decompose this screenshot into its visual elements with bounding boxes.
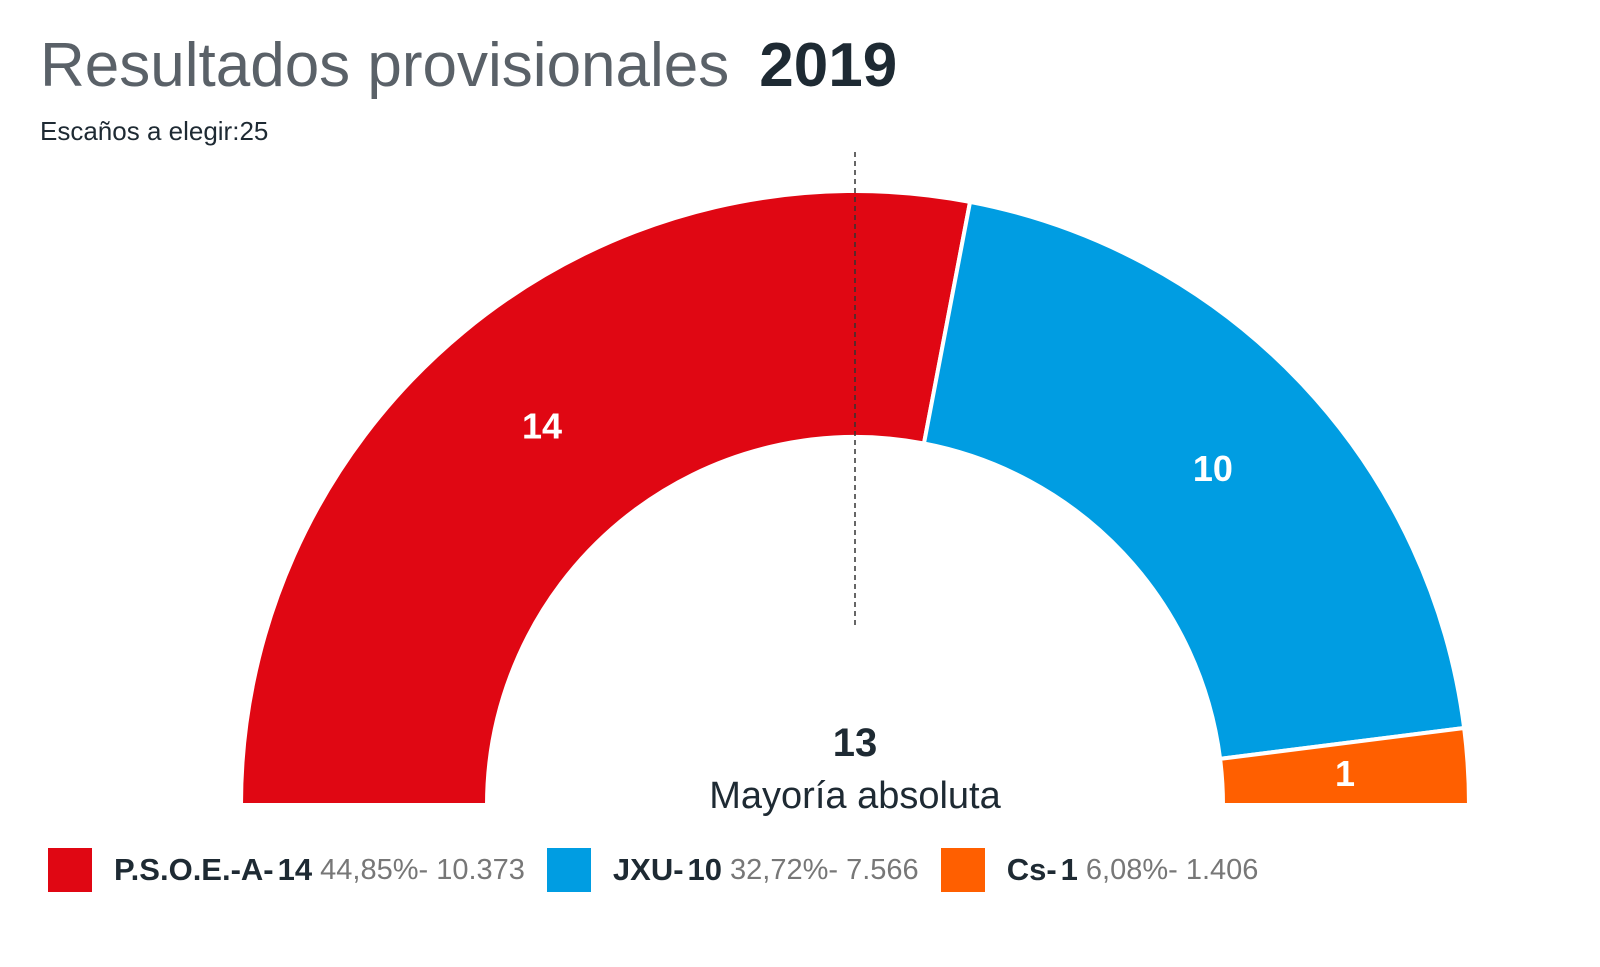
- legend-name: Cs-: [1006, 852, 1057, 887]
- legend-item: P.S.O.E.-A- 14 44,85%- 10.373: [48, 848, 525, 892]
- legend-value: 10: [687, 852, 723, 887]
- title-text: Resultados provisionales: [40, 31, 730, 100]
- legend-value: 14: [277, 852, 313, 887]
- subtitle: Escaños a elegir:25: [40, 116, 268, 147]
- legend-swatch: [546, 848, 591, 892]
- seat-segment: [238, 189, 973, 807]
- subtitle-label: Escaños a elegir:: [40, 116, 240, 146]
- data-label: 1: [1335, 753, 1355, 794]
- legend-detail: 6,08%- 1.406: [1085, 853, 1259, 886]
- legend: P.S.O.E.-A- 14 44,85%- 10.373 JXU- 10 32,72%-…: [48, 848, 1280, 892]
- data-label: 14: [522, 406, 562, 447]
- majority-label: Mayoría absoluta: [709, 775, 1001, 817]
- legend-value: 1: [1060, 852, 1078, 887]
- legend-item: JXU- 10 32,72%- 7.566: [546, 848, 919, 892]
- baseline-mask: [0, 805, 1600, 815]
- legend-swatch: [48, 848, 92, 892]
- legend-item: Cs- 1 6,08%- 1.406: [940, 848, 1259, 892]
- majority-value: 13: [833, 721, 878, 765]
- legend-name: P.S.O.E.-A-: [114, 852, 274, 887]
- seat-segment: [921, 199, 1467, 762]
- legend-swatch: [940, 848, 985, 892]
- title-year: 2019: [759, 31, 898, 100]
- data-label: 10: [1193, 448, 1233, 489]
- legend-detail: 32,72%- 7.566: [730, 853, 919, 886]
- legend-detail: 44,85%- 10.373: [320, 853, 525, 886]
- total-seats: 25: [239, 116, 269, 146]
- title: Resultados provisionales 2019: [40, 30, 897, 101]
- legend-name: JXU-: [612, 852, 684, 887]
